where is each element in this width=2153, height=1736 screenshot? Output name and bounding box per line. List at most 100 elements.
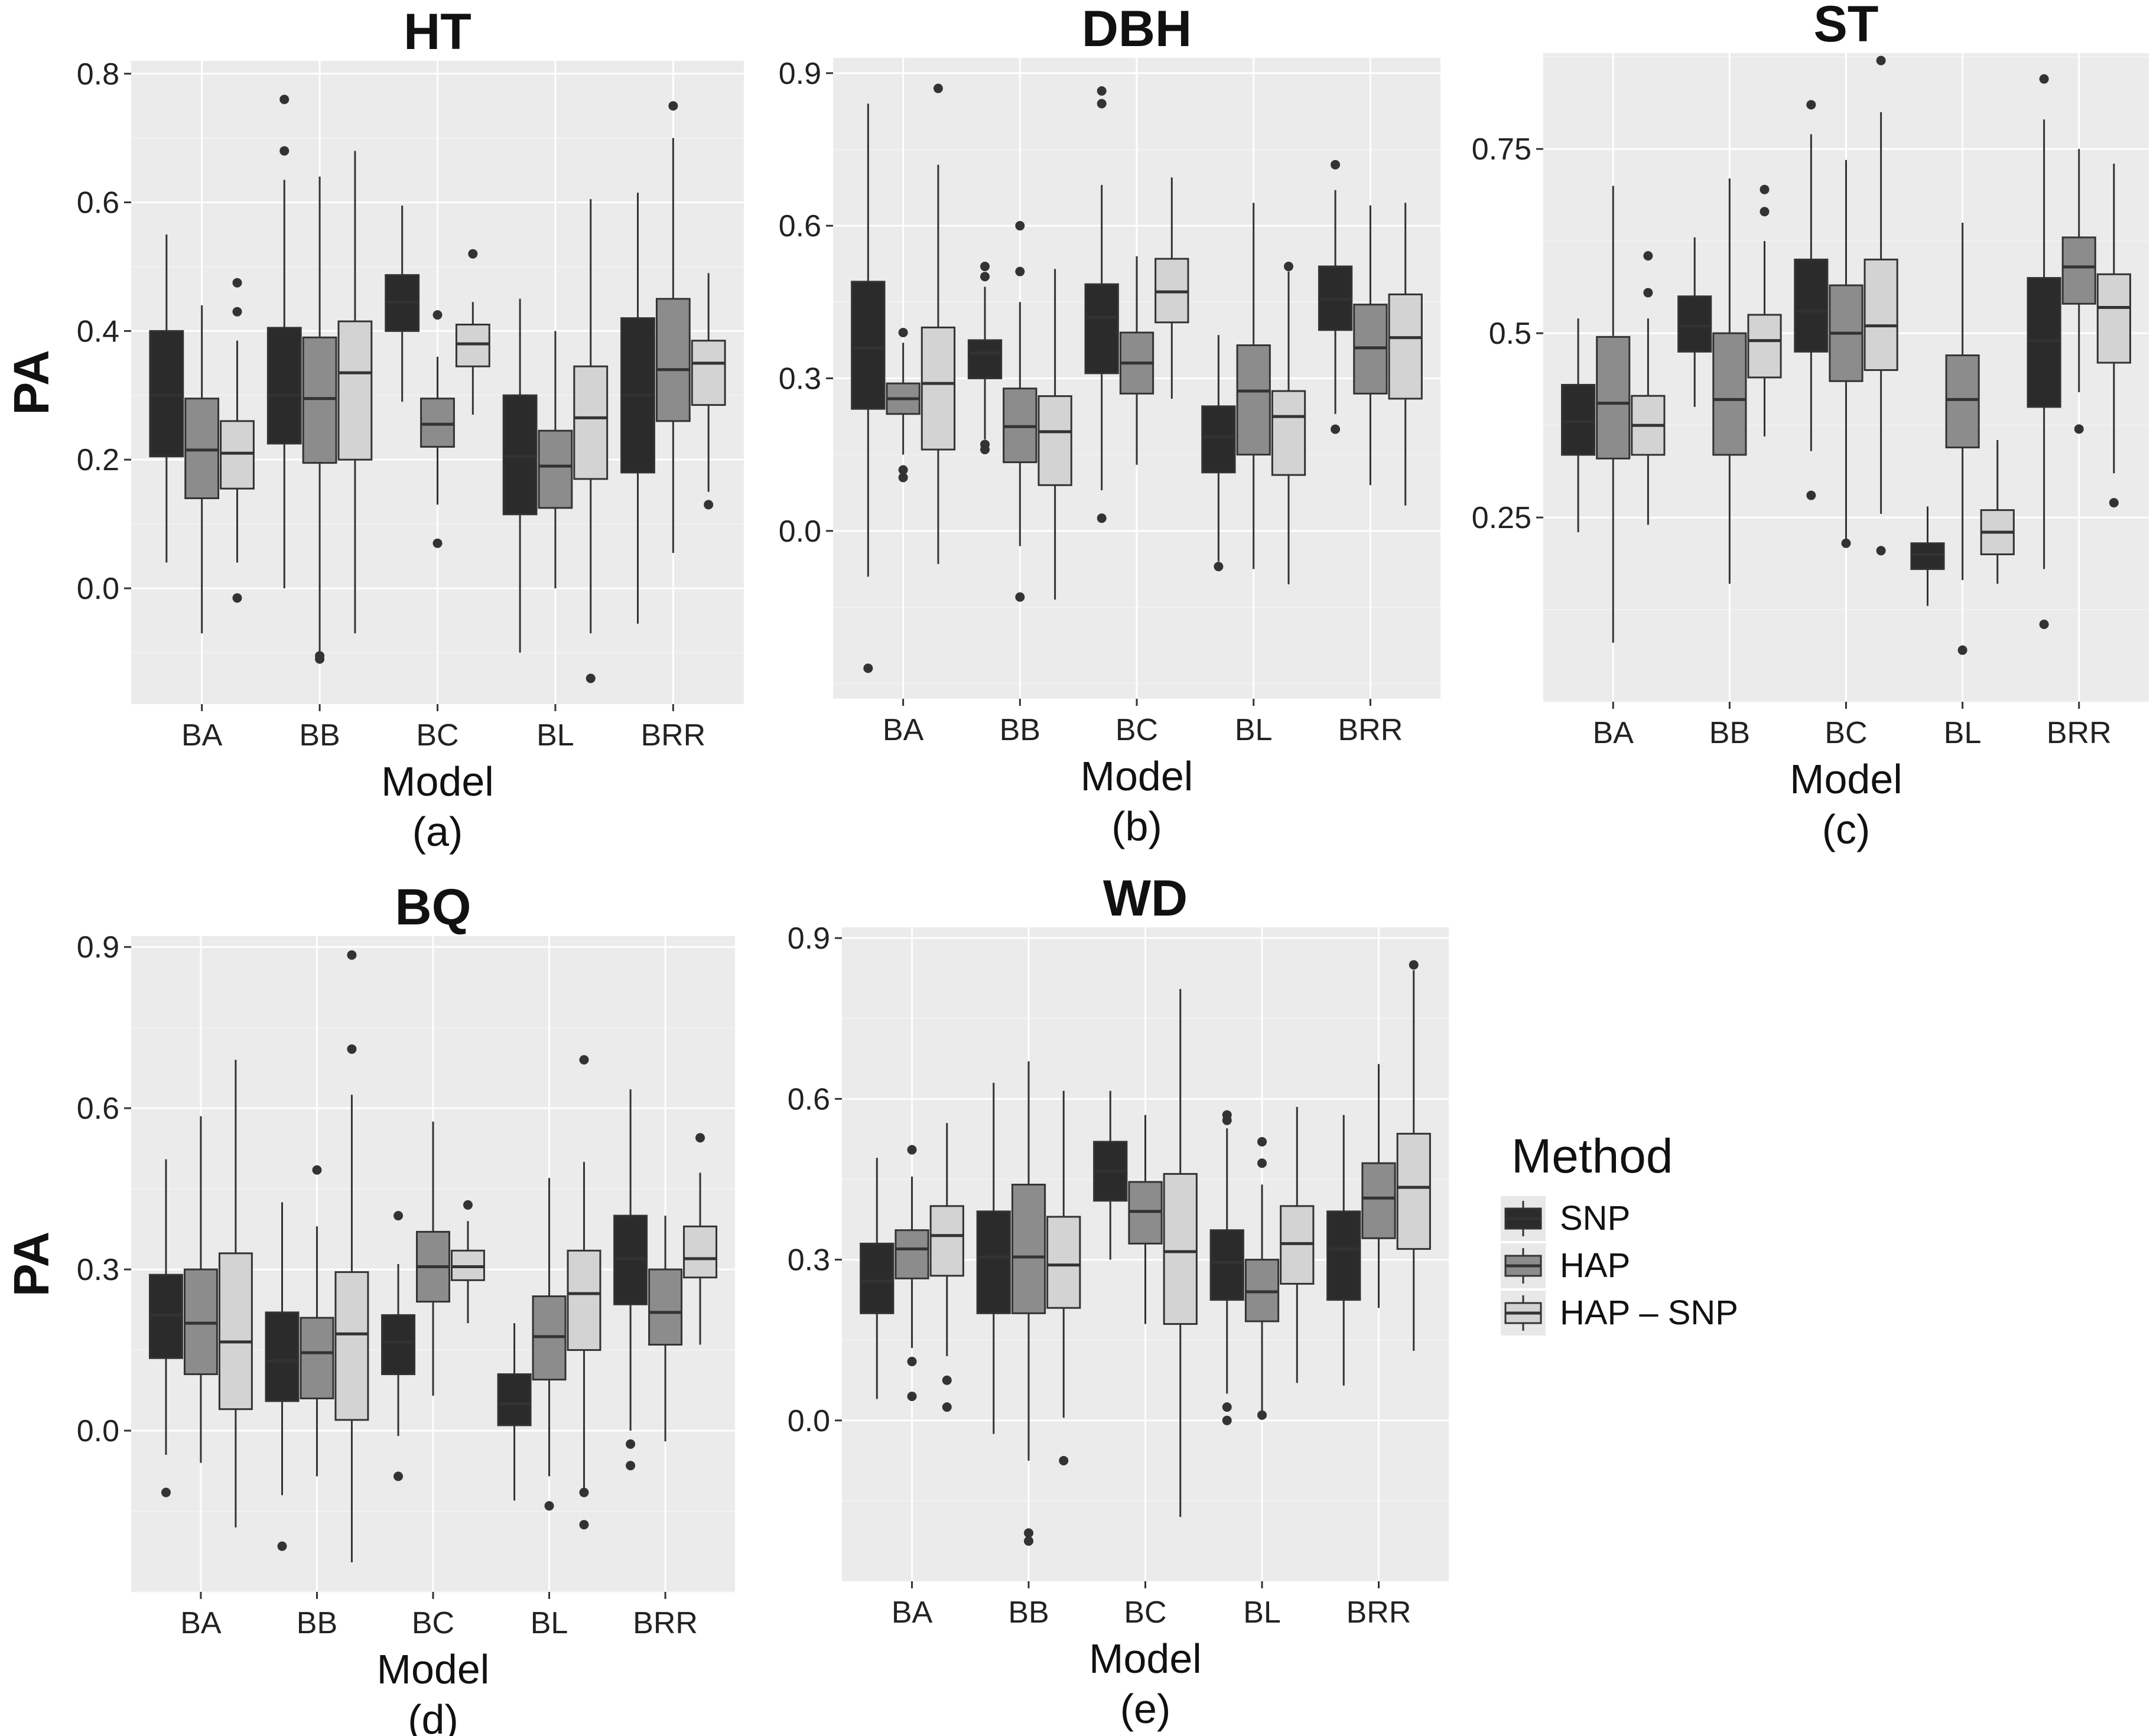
panel-caption: (c) xyxy=(1822,806,1871,852)
outlier-point xyxy=(933,83,943,93)
box-body xyxy=(976,1210,1011,1314)
outlier-point xyxy=(1214,562,1224,572)
outlier-point xyxy=(277,1541,287,1551)
box-brr xyxy=(1361,1064,1396,1308)
outlier-point xyxy=(1222,1402,1232,1412)
box-body xyxy=(381,1314,416,1376)
box-body xyxy=(266,327,302,445)
box-ba xyxy=(921,83,956,564)
panel-title: ST xyxy=(1814,0,1879,53)
box-body xyxy=(648,1268,683,1346)
box-brr xyxy=(2027,74,2061,629)
box-body xyxy=(1046,1216,1081,1309)
legend-label-hap-snp: HAP – SNP xyxy=(1560,1294,1738,1332)
box-bc xyxy=(1163,989,1198,1517)
box-body xyxy=(2061,236,2096,305)
outlier-point xyxy=(1257,1410,1267,1420)
box-brr xyxy=(1326,1115,1361,1386)
box-body xyxy=(420,398,455,448)
outlier-point xyxy=(579,1520,589,1530)
box-bb xyxy=(1712,178,1747,584)
box-body xyxy=(1910,542,1945,570)
box-bb xyxy=(302,177,337,664)
outlier-point xyxy=(626,1439,636,1449)
box-body xyxy=(1038,395,1072,486)
y-axis-title: PA xyxy=(4,1232,59,1297)
y-tick-label: 0.3 xyxy=(779,362,821,396)
panel-caption: (e) xyxy=(1120,1686,1171,1732)
x-tick-label: BB xyxy=(299,718,340,753)
outlier-point xyxy=(1059,1455,1069,1465)
box-bb xyxy=(334,950,369,1562)
panel-title: BQ xyxy=(395,879,471,936)
x-tick-label: BB xyxy=(1709,716,1750,750)
box-ba xyxy=(860,1158,895,1399)
box-bl xyxy=(1209,1110,1244,1425)
box-body xyxy=(1945,354,1980,449)
box-bl xyxy=(497,1323,532,1501)
outlier-point xyxy=(232,307,242,317)
series-snp xyxy=(149,95,655,653)
box-ba xyxy=(183,1116,218,1463)
outlier-point xyxy=(463,1200,473,1210)
outlier-point xyxy=(1015,221,1025,231)
box-brr xyxy=(648,1216,683,1442)
panel-wd: 0.0 0.3 0.6 0.9 BA BB BC BL BRR WD Model(e) xyxy=(788,870,1449,1732)
series-hap xyxy=(886,203,1388,602)
outlier-point xyxy=(1097,99,1107,109)
y-tick-label: 0.4 xyxy=(77,314,119,348)
box-bl xyxy=(1244,1136,1280,1420)
box-body xyxy=(655,298,691,422)
outlier-point xyxy=(980,272,990,282)
legend: Method SNP HAP HAP – SNP xyxy=(1501,1129,1738,1336)
x-axis-title: Model xyxy=(1089,1636,1202,1682)
outlier-point xyxy=(279,95,290,105)
outlier-point xyxy=(393,1211,404,1221)
x-tick-label: BA xyxy=(883,713,924,747)
series-hap xyxy=(1596,149,2096,655)
x-axis-title: Model xyxy=(377,1646,490,1692)
box-body xyxy=(220,420,255,490)
outlier-point xyxy=(1222,1415,1232,1425)
outlier-point xyxy=(1760,184,1770,194)
panel-title: WD xyxy=(1103,870,1188,927)
box-body xyxy=(300,1317,334,1399)
y-tick-label: 0.9 xyxy=(788,921,830,956)
outlier-point xyxy=(898,328,908,337)
outlier-point xyxy=(898,473,908,483)
box-body xyxy=(1271,390,1306,476)
box-bc xyxy=(385,206,420,402)
y-tick-label: 0.0 xyxy=(779,514,821,549)
x-tick-label: BL xyxy=(1235,713,1273,747)
x-axis-title: Model xyxy=(381,758,494,805)
box-bc xyxy=(1154,177,1189,399)
x-tick-label: BRR xyxy=(1338,713,1403,747)
box-bl xyxy=(532,1178,567,1511)
box-ba xyxy=(895,1145,929,1401)
box-ba xyxy=(1631,251,1666,525)
box-ba xyxy=(184,305,220,634)
x-tick-label: BC xyxy=(1124,1595,1166,1630)
outlier-point xyxy=(347,950,357,960)
box-body xyxy=(2096,273,2131,364)
panel-caption: (b) xyxy=(1111,803,1162,849)
box-bb xyxy=(337,151,373,634)
y-tick-label: 0.3 xyxy=(788,1243,830,1278)
outlier-point xyxy=(468,249,478,259)
outlier-point xyxy=(579,1055,589,1065)
panel-title: DBH xyxy=(1082,1,1192,57)
outlier-point xyxy=(1643,288,1653,298)
box-body xyxy=(1677,295,1712,353)
box-body xyxy=(218,1252,253,1411)
box-body xyxy=(1361,1162,1396,1239)
series-hap-snp xyxy=(929,960,1431,1517)
outlier-point xyxy=(232,278,242,288)
box-body xyxy=(921,326,956,451)
outlier-point xyxy=(863,663,873,673)
box-body xyxy=(497,1373,532,1426)
outlier-point xyxy=(704,500,714,510)
outlier-point xyxy=(1806,490,1816,500)
box-bb xyxy=(300,1165,334,1477)
box-brr xyxy=(620,193,655,624)
